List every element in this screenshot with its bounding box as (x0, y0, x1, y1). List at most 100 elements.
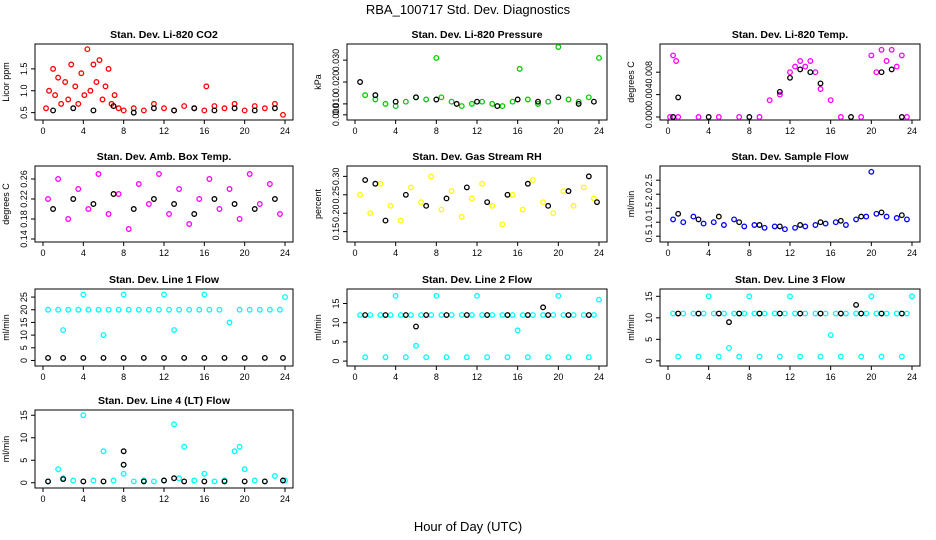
data-point (690, 213, 697, 220)
y-tick-label: 10 (644, 313, 654, 323)
data-point (580, 184, 587, 191)
data-point (95, 171, 102, 177)
data-point (458, 312, 465, 318)
data-point (555, 292, 562, 299)
data-point (362, 354, 369, 361)
data-point (792, 224, 799, 231)
data-point (448, 188, 455, 195)
data-point (746, 114, 753, 120)
panel-title: Stan. Dev. Line 2 Flow (422, 274, 533, 286)
y-tick-label: 15 (19, 410, 29, 420)
data-point (873, 69, 880, 76)
data-point (201, 291, 208, 298)
x-tick-label: 8 (121, 248, 126, 258)
data-point (171, 421, 178, 428)
data-point (221, 354, 228, 361)
data-point (443, 354, 450, 361)
series-colored (43, 46, 286, 118)
data-point (438, 206, 445, 213)
data-point (695, 114, 702, 120)
data-point (62, 79, 69, 85)
data-point (736, 114, 743, 120)
data-point (150, 105, 157, 112)
data-point (140, 478, 147, 485)
data-point (251, 206, 258, 212)
x-tick-label: 8 (747, 248, 752, 258)
data-point (484, 312, 491, 318)
y-tick-label: 0.26 (19, 170, 29, 188)
data-point (135, 306, 142, 313)
data-point (176, 306, 183, 313)
x-tick-label: 24 (280, 494, 290, 504)
x-tick-label: 8 (121, 126, 126, 136)
data-point (372, 92, 379, 99)
data-point (261, 478, 268, 485)
data-point (382, 100, 389, 107)
data-point (710, 219, 717, 226)
data-point (504, 354, 511, 361)
data-point (898, 52, 905, 59)
data-point (555, 44, 562, 50)
x-tick-label: 20 (240, 126, 250, 136)
data-point (75, 186, 82, 192)
figure-xlabel: Hour of Day (UTC) (414, 519, 522, 534)
data-point (700, 220, 707, 227)
y-tick-label: 0.20 (331, 204, 341, 222)
data-point (65, 96, 72, 103)
data-point (150, 478, 157, 485)
x-tick-label: 0 (40, 248, 45, 258)
panel-7: Stan. Dev. Line 1 Flow ml/min 0 4 8 12 16 20 24 0… (1, 274, 294, 382)
series-black (357, 79, 597, 110)
series-black (50, 103, 278, 116)
data-point (423, 202, 430, 209)
data-point (858, 114, 865, 120)
data-point (812, 310, 819, 317)
data-point (545, 98, 552, 105)
data-point (781, 310, 788, 317)
data-point (448, 98, 455, 105)
x-tick-label: 20 (240, 372, 250, 382)
data-point (771, 310, 778, 317)
data-point (46, 87, 52, 94)
data-point (736, 310, 743, 317)
data-point (397, 312, 404, 318)
data-point (75, 100, 82, 107)
y-tick-label: 0.22 (19, 190, 29, 208)
data-point (418, 312, 425, 318)
data-point (171, 107, 178, 114)
data-point (453, 100, 460, 107)
data-point (489, 312, 496, 318)
data-point (863, 213, 870, 220)
data-point (196, 196, 203, 202)
data-point (751, 222, 758, 228)
data-point (837, 310, 844, 317)
data-point (55, 176, 62, 182)
data-point (241, 107, 248, 114)
data-point (560, 312, 567, 318)
data-point (565, 354, 572, 361)
data-point (903, 114, 910, 120)
data-point (277, 306, 283, 313)
x-tick-label: 4 (706, 248, 711, 258)
data-point (479, 180, 486, 187)
data-point (680, 219, 687, 226)
data-point (90, 477, 97, 484)
data-point (90, 61, 97, 68)
data-point (443, 195, 450, 202)
data-point (675, 310, 682, 317)
y-axis-label: ml/min (626, 314, 636, 341)
data-point (868, 52, 875, 59)
data-point (726, 344, 732, 351)
panel-1: Stan. Dev. Li-820 CO2 Licor ppm 0 4 8 12 16 20 2… (1, 29, 294, 136)
data-point (903, 216, 910, 223)
data-point (463, 354, 470, 361)
data-point (110, 191, 117, 197)
x-tick-label: 20 (240, 248, 250, 258)
series-black (670, 66, 905, 120)
data-point (458, 213, 465, 220)
data-point (596, 296, 602, 303)
data-point (423, 354, 430, 361)
x-tick-label: 24 (280, 372, 290, 382)
y-tick-label: 0.18 (19, 210, 29, 228)
data-point (280, 111, 286, 118)
